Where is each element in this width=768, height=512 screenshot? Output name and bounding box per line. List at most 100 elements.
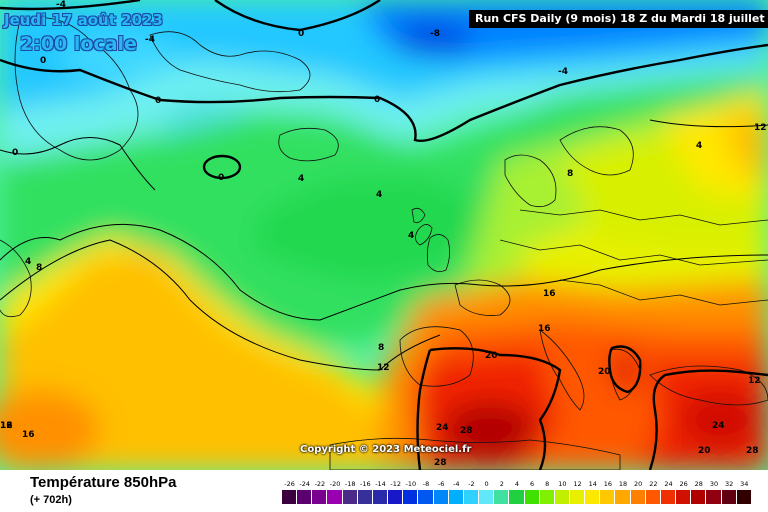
contour-label: 4	[298, 174, 304, 184]
legend-swatch	[357, 490, 373, 504]
forecast-time: 2:00 locale	[20, 33, 137, 55]
contour-label: 8	[378, 343, 384, 353]
contour-label: 4	[25, 257, 31, 267]
legend-value: 10	[558, 480, 567, 488]
legend-swatch	[448, 490, 464, 504]
contour-label: 0	[155, 96, 161, 106]
legend-value: -6	[437, 480, 445, 488]
legend-value: 0	[484, 480, 489, 488]
contour-label: 20	[698, 446, 711, 456]
contour-label: 16	[543, 289, 556, 299]
legend-swatch	[509, 490, 525, 504]
legend-swatch	[342, 490, 358, 504]
contour-label: 12	[0, 421, 13, 431]
legend-swatch	[660, 490, 677, 504]
legend-value: -10	[405, 480, 417, 488]
parameter-title: Température 850hPa	[30, 474, 177, 491]
legend-swatch	[539, 490, 555, 504]
legend-value: -14	[375, 480, 386, 488]
isotherm-contours	[0, 0, 768, 470]
legend-swatch	[691, 490, 707, 504]
legend-value: -8	[422, 480, 430, 488]
legend-value: -12	[390, 480, 401, 488]
legend-value: 6	[530, 480, 535, 488]
contour-label: 20	[598, 367, 611, 377]
contour-label: 24	[712, 421, 725, 431]
contour-label: 4	[696, 141, 702, 151]
legend-swatch	[569, 490, 586, 504]
legend-value: 16	[603, 480, 612, 488]
contour-label: 28	[434, 458, 447, 468]
legend-swatch	[372, 490, 389, 504]
legend-value: -26	[284, 480, 295, 488]
contour-label: 8	[567, 169, 573, 179]
legend-swatch	[600, 490, 616, 504]
contour-label: 0	[40, 56, 46, 66]
legend-value: 18	[618, 480, 628, 488]
contour-label: 0	[12, 148, 18, 158]
contour-label: 4	[376, 190, 382, 200]
contour-label: 0	[374, 95, 380, 105]
legend-value: 8	[545, 480, 550, 488]
forecast-date: Jeudi 17 août 2023	[4, 11, 163, 29]
legend-swatch	[282, 490, 298, 504]
legend-value: 26	[679, 480, 688, 488]
contour-label: 20	[485, 351, 498, 361]
legend-swatch	[721, 490, 737, 504]
contour-label: 0	[298, 29, 304, 39]
legend-swatch	[418, 490, 434, 504]
contour-label: 4	[408, 231, 414, 241]
contour-label: 12	[748, 376, 761, 386]
legend-value: 2	[499, 480, 504, 488]
temperature-field	[0, 0, 768, 470]
legend-swatch	[630, 490, 646, 504]
legend-swatch	[554, 490, 570, 504]
legend-swatches	[282, 490, 752, 504]
contour-label: -8	[430, 29, 440, 39]
legend-value: 22	[649, 480, 658, 488]
legend-swatch	[585, 490, 601, 504]
legend-value: -24	[299, 480, 311, 488]
legend-swatch	[494, 490, 510, 504]
legend-value: 14	[588, 480, 597, 488]
contour-label: 0	[218, 173, 224, 183]
legend-value: -16	[360, 480, 371, 488]
legend-value: -18	[344, 480, 356, 488]
contour-label: 28	[460, 426, 473, 436]
legend-swatch	[479, 490, 495, 504]
legend-value: -22	[314, 480, 326, 488]
legend-swatch	[706, 490, 722, 504]
legend-swatch	[676, 490, 692, 504]
legend-swatch	[327, 490, 343, 504]
legend-value: -2	[468, 480, 475, 488]
legend-value: 30	[709, 480, 719, 488]
legend-swatch	[615, 490, 631, 504]
legend-swatch	[297, 490, 313, 504]
contour-label: 12	[377, 363, 390, 373]
contour-label: 24	[436, 423, 449, 433]
legend-value: -20	[329, 480, 341, 488]
legend-swatch	[524, 490, 540, 504]
contour-label: 16	[538, 324, 551, 334]
legend-value: -4	[453, 480, 460, 488]
contour-label: 12	[754, 123, 767, 133]
color-scale-legend: -26 -24 -22 -20 -18 -16 -14 -12 -10 -8 -6 -4 -2 0 2 4 6 8…	[282, 478, 752, 512]
contour-label: -4	[56, 0, 66, 10]
contour-labels: -4 -4 -8 -4 0 0 0 0 0 0 4 4 4 4 4 8 8 8 …	[0, 0, 767, 468]
legend-swatch	[312, 490, 328, 504]
legend-value: 24	[664, 480, 673, 488]
legend-labels: -26 -24 -22 -20 -18 -16 -14 -12 -10 -8 -6 -4 -2 0 2 4 6 8…	[282, 478, 752, 490]
copyright: Copyright © 2023 Meteociel.fr	[300, 444, 472, 455]
legend-swatch	[403, 490, 419, 504]
footer: Température 850hPa (+ 702h) -26 -24 -22 -20…	[0, 470, 768, 512]
legend-value: 32	[724, 480, 734, 488]
legend-swatch	[736, 490, 752, 504]
contour-label: -4	[145, 35, 155, 45]
legend-value: 34	[740, 480, 749, 488]
contour-label: 16	[0, 421, 13, 431]
legend-swatch	[463, 490, 480, 504]
legend-value: 20	[634, 480, 643, 488]
temperature-map: -4 -4 -8 -4 0 0 0 0 0 0 4 4 4 4 4 8 8 8 …	[0, 0, 768, 470]
legend-swatch	[388, 490, 404, 504]
contour-label: 8	[36, 263, 42, 273]
